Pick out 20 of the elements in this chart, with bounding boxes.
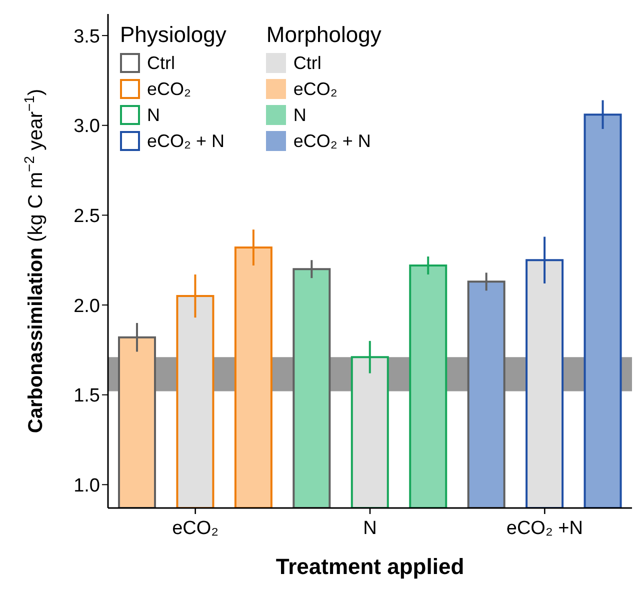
legend-label: eCO₂ + N: [293, 130, 371, 152]
y-tick-label: 1.0: [74, 475, 100, 496]
legend-label: Ctrl: [147, 52, 175, 74]
y-tick-label: 3.0: [74, 116, 100, 138]
annotation: Morphology: [266, 22, 382, 48]
legend-label: eCO₂ + N: [147, 130, 225, 152]
annotation: Physiology: [120, 22, 226, 48]
legend-label: N: [293, 104, 306, 126]
y-tick-label: 2.0: [74, 296, 100, 317]
y-tick-label: 1.5: [74, 386, 100, 407]
legend-label: eCO₂: [293, 78, 338, 100]
legend-label: Ctrl: [293, 52, 322, 74]
legend-label: eCO₂: [147, 78, 191, 100]
y-tick-label: 2.5: [74, 206, 100, 227]
y-tick-label: 3.5: [74, 26, 100, 48]
x-tick-label: eCO₂: [172, 518, 219, 539]
x-tick-label: eCO₂ +N: [506, 518, 583, 539]
legend-label: N: [147, 104, 160, 126]
x-tick-label: N: [363, 518, 377, 539]
x-axis-title: Treatment applied: [276, 554, 464, 579]
